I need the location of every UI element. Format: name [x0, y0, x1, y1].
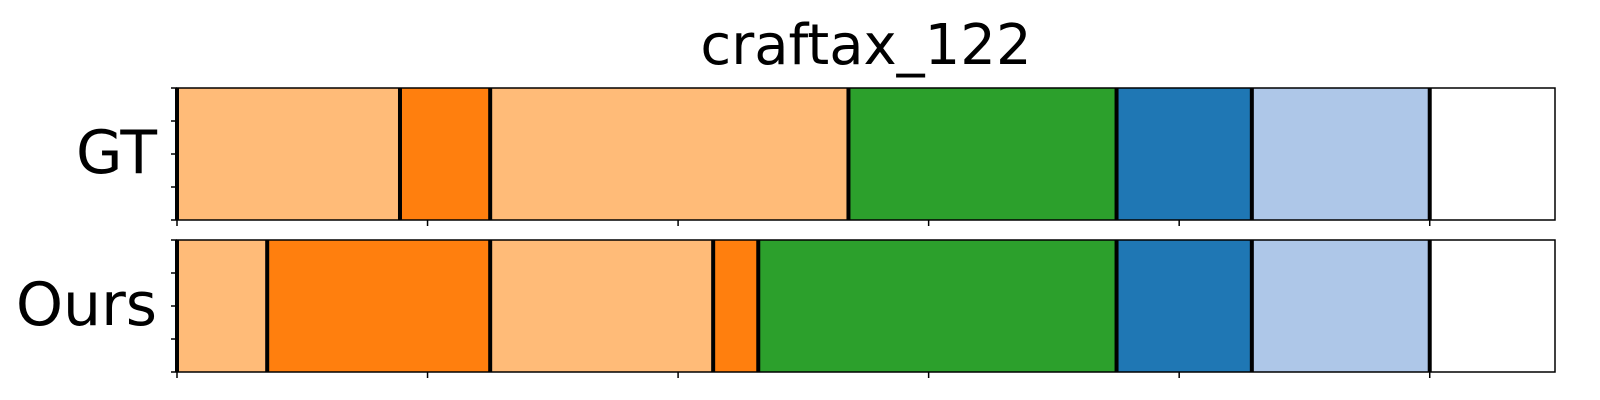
segment-gt-6 [1251, 88, 1430, 220]
segment-gt-1 [177, 88, 400, 220]
segment-ours-1 [177, 240, 268, 372]
row-label-gt: GT [76, 118, 157, 188]
segment-ours-4 [713, 240, 759, 372]
segment-gt-5 [1116, 88, 1252, 220]
plot-area [171, 87, 1556, 378]
segment-ours-2 [267, 240, 491, 372]
segment-ours-3 [490, 240, 714, 372]
segment-ours-6 [1116, 240, 1252, 372]
segment-ours-7 [1251, 240, 1430, 372]
row-label-ours: Ours [16, 270, 157, 340]
segment-gt-4 [848, 88, 1117, 220]
segment-ours-5 [758, 240, 1117, 372]
segment-gt-2 [399, 88, 491, 220]
segment-gt-3 [490, 88, 849, 220]
chart-title: craftax_122 [700, 13, 1031, 78]
